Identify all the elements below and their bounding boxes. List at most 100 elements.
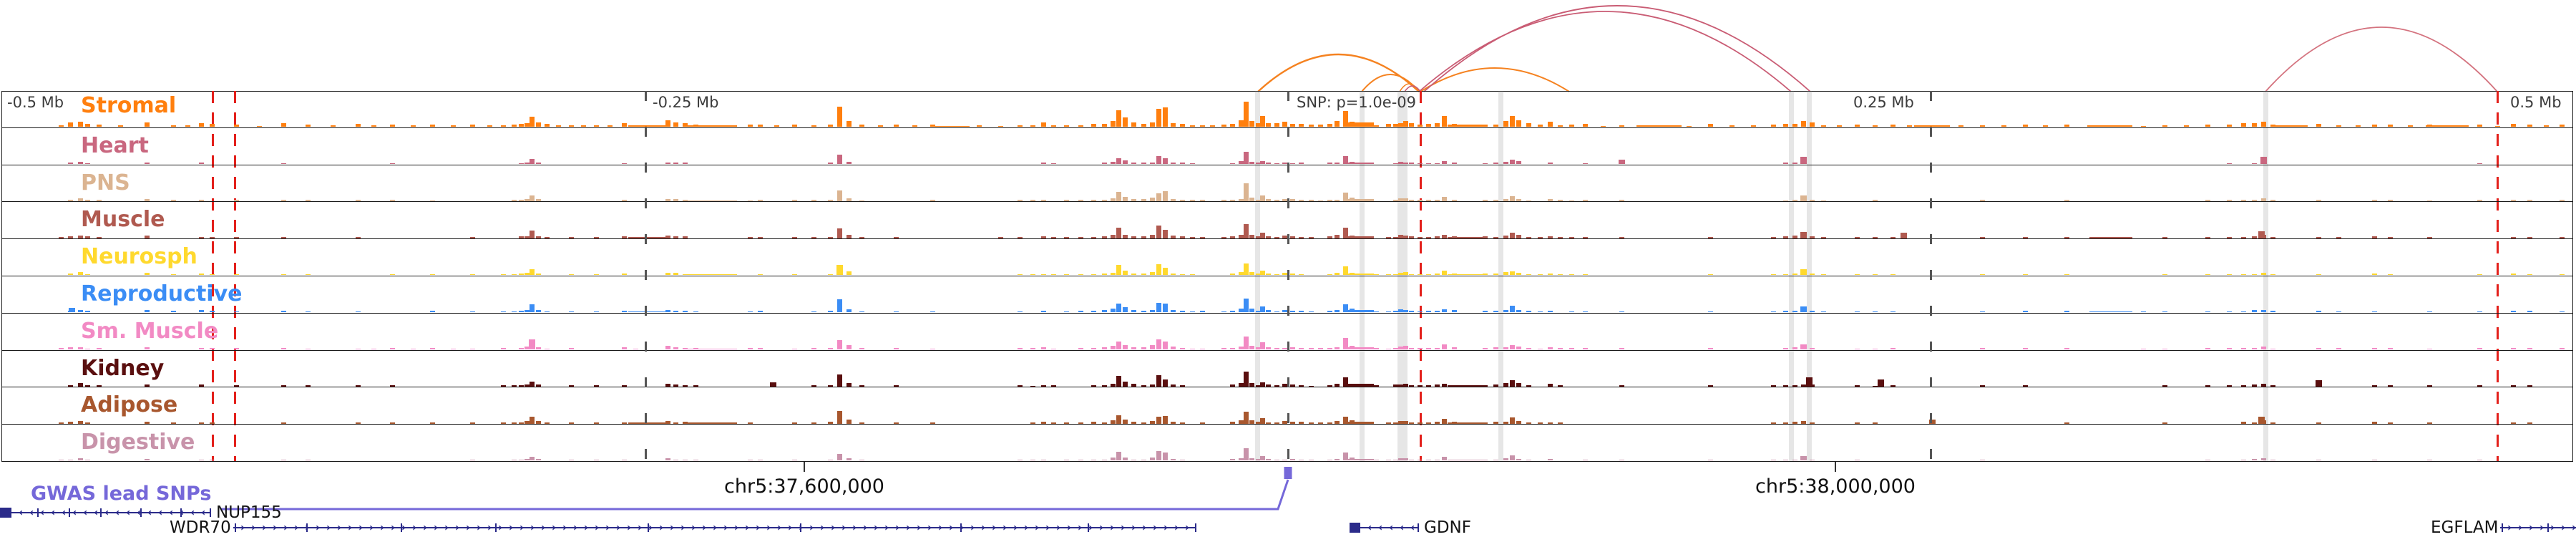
signal-bar	[1327, 163, 1332, 164]
gene-nup155-body[interactable]	[11, 512, 211, 513]
signal-bar	[1526, 348, 1531, 349]
strand-arrow-icon: ›	[423, 521, 428, 534]
signal-bar	[665, 420, 670, 424]
signal-bar	[1334, 347, 1340, 349]
signal-bar	[1162, 229, 1168, 238]
signal-bar	[628, 237, 668, 238]
stromal-arc-4[interactable]	[1420, 67, 1570, 92]
strand-arrow-icon: ›	[1174, 521, 1179, 534]
strand-arrow-icon: ›	[444, 521, 449, 534]
signal-bar	[2226, 163, 2232, 164]
signal-bar	[1342, 266, 1348, 276]
signal-bar	[1050, 163, 1056, 164]
gwas-lead-snp-marker[interactable]	[1284, 467, 1292, 479]
signal-bar	[1030, 422, 1035, 424]
signal-bar	[1116, 415, 1121, 424]
gene-egflam-body[interactable]	[2500, 527, 2576, 528]
signal-bar	[2316, 347, 2321, 349]
signal-bar	[2251, 347, 2257, 349]
signal-bar	[1392, 163, 1398, 164]
signal-bar	[1397, 235, 1403, 238]
signal-bar	[2477, 274, 2482, 276]
signal-bar	[469, 422, 475, 424]
signal-bar	[77, 421, 83, 424]
signal-bar	[1782, 163, 1788, 164]
signal-bar	[1249, 271, 1254, 276]
signal-bar	[1289, 310, 1295, 313]
signal-bar	[1040, 459, 1046, 461]
signal-bar	[836, 339, 842, 349]
signal-bar	[2316, 237, 2321, 238]
signal-bar	[67, 122, 73, 127]
signal-bar	[1782, 384, 1788, 387]
signal-bar	[144, 162, 150, 164]
signal-bar	[280, 163, 286, 164]
signal-bar	[1877, 379, 1884, 387]
signal-bar	[1402, 198, 1408, 201]
strand-arrow-icon: ‹	[94, 505, 99, 519]
signal-bar	[389, 274, 395, 276]
signal-bar	[1170, 458, 1176, 461]
strand-arrow-icon: ‹	[104, 505, 109, 519]
signal-bar	[117, 125, 123, 127]
signal-bar	[2251, 123, 2257, 127]
signal-bar	[1397, 198, 1403, 201]
signal-bar	[1229, 124, 1235, 127]
signal-bar	[1408, 163, 1414, 164]
signal-bar	[568, 311, 574, 313]
signal-bar	[2426, 200, 2432, 201]
signal-bar	[144, 459, 150, 461]
stromal-arc-3[interactable]	[1399, 83, 1420, 92]
signal-bar	[1800, 384, 1806, 387]
heart-arc-long-b[interactable]	[1423, 5, 1811, 92]
gene-wdr70-body[interactable]	[233, 527, 1196, 528]
signal-bar	[1441, 234, 1447, 238]
strand-arrow-icon: ›	[627, 521, 632, 534]
strand-arrow-icon: ›	[895, 521, 900, 534]
strand-arrow-icon: ›	[1002, 521, 1008, 534]
signal-bar	[355, 237, 361, 238]
signal-bar	[1482, 347, 1488, 349]
signal-bar	[827, 199, 833, 201]
signal-bar	[198, 163, 204, 164]
signal-bar	[1229, 459, 1235, 461]
signal-bar	[1116, 265, 1121, 276]
signal-bar	[1229, 348, 1235, 349]
signal-bar	[1408, 347, 1414, 349]
signal-bar	[1141, 311, 1146, 313]
heart-arc-long-a[interactable]	[1418, 11, 1792, 92]
signal-bar	[665, 273, 670, 276]
signal-bar	[1221, 125, 1226, 127]
signal-bar	[1503, 235, 1508, 238]
signal-bar	[1854, 385, 1860, 387]
signal-bar	[1820, 236, 1826, 238]
gene-gdnf-exon-tick-0	[1418, 523, 1419, 532]
signal-bar	[1317, 422, 1323, 424]
signal-bar	[1156, 264, 1161, 276]
signal-bar	[1255, 384, 1261, 387]
signal-bar	[1101, 273, 1107, 276]
gene-wdr70-exon-tick-0	[235, 523, 236, 532]
signal-bar	[1385, 311, 1391, 313]
signal-bar	[1547, 236, 1553, 238]
signal-bar	[1162, 416, 1168, 424]
strand-arrow-icon: ›	[756, 521, 761, 534]
heart-arc-small[interactable]	[1404, 85, 1421, 92]
distal-arc-right[interactable]	[2265, 26, 2498, 92]
signal-bar	[1249, 420, 1254, 424]
signal-bar	[1342, 110, 1348, 127]
signal-bar	[1141, 236, 1146, 238]
signal-bar	[84, 274, 90, 276]
signal-bar	[1229, 311, 1235, 313]
signal-bar	[2387, 422, 2393, 424]
signal-bar	[1030, 385, 1035, 387]
signal-bar	[1040, 421, 1046, 424]
signal-bar	[1792, 199, 1797, 201]
signal-bar	[2022, 348, 2028, 349]
signal-bar	[673, 347, 678, 349]
signal-bar	[2240, 311, 2246, 313]
gene-gdnf-body[interactable]	[1360, 527, 1419, 528]
signal-bar	[2251, 422, 2257, 424]
signal-bar	[96, 348, 102, 349]
